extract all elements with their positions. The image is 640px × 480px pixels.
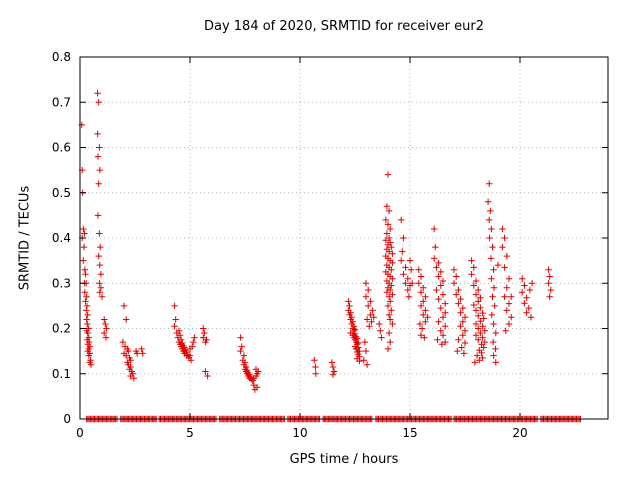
x-tick-label: 5 — [186, 426, 194, 440]
x-axis-label: GPS time / hours — [289, 452, 399, 467]
y-tick-label: 0.5 — [52, 186, 71, 200]
y-tick-label: 0 — [63, 412, 71, 426]
x-tick-label: 0 — [76, 426, 84, 440]
x-tick-label: 10 — [292, 426, 307, 440]
y-tick-label: 0.3 — [52, 276, 71, 290]
y-tick-label: 0.4 — [52, 231, 71, 245]
y-tick-label: 0.1 — [52, 367, 71, 381]
y-tick-label: 0.8 — [52, 50, 71, 64]
data-points-series — [78, 90, 584, 423]
x-tick-label: 20 — [512, 426, 527, 440]
chart-title: Day 184 of 2020, SRMTID for receiver eur… — [203, 19, 485, 34]
y-tick-label: 0.2 — [52, 322, 71, 336]
y-tick-label: 0.6 — [52, 141, 71, 155]
y-tick-label: 0.7 — [52, 95, 71, 109]
x-tick-label: 15 — [402, 426, 417, 440]
